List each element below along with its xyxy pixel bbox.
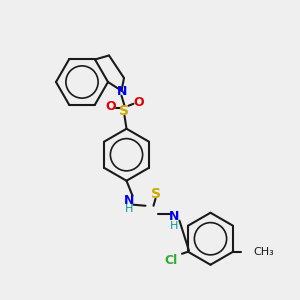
Text: N: N: [124, 194, 135, 207]
Text: S: S: [119, 104, 130, 118]
Text: O: O: [133, 96, 144, 109]
Text: O: O: [105, 100, 116, 113]
Text: H: H: [170, 221, 179, 231]
Text: N: N: [117, 85, 128, 98]
Text: Cl: Cl: [164, 254, 178, 267]
Text: N: N: [169, 210, 180, 223]
Text: S: S: [152, 187, 161, 201]
Text: CH₃: CH₃: [253, 247, 274, 257]
Text: H: H: [125, 204, 134, 214]
